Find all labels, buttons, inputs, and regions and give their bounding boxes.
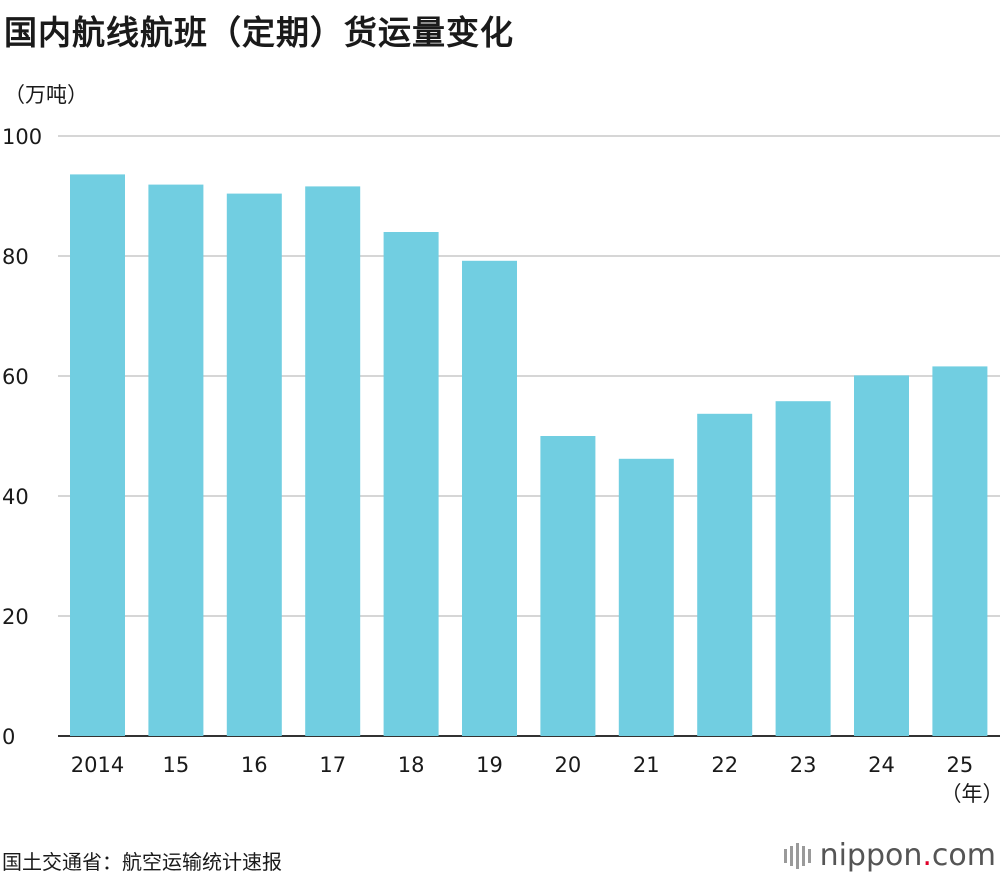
x-axis-unit-label: （年） <box>941 782 1000 806</box>
x-tick-label: 2014 <box>71 753 124 777</box>
bar-16 <box>226 193 282 737</box>
bar-15 <box>148 184 204 737</box>
bar-chart: （万吨） 0 20 40 60 80 100 2014 15 16 17 18 19 20 21 22 23… <box>2 83 1000 806</box>
x-tick-label: 22 <box>711 753 738 777</box>
x-tick-label: 15 <box>163 753 190 777</box>
x-tick-label: 24 <box>868 753 895 777</box>
logo-dot: . <box>922 838 932 873</box>
bars <box>70 174 988 737</box>
x-axis-ticks: 2014 15 16 17 18 19 20 21 22 23 24 25 <box>71 753 973 777</box>
bar-2014 <box>70 174 125 736</box>
x-tick-label: 25 <box>947 753 974 777</box>
y-axis-ticks: 0 20 40 60 80 100 <box>2 125 42 749</box>
x-tick-label: 20 <box>555 753 582 777</box>
x-tick-label: 18 <box>398 753 425 777</box>
y-tick-label: 40 <box>2 485 29 509</box>
y-tick-label: 80 <box>2 245 29 269</box>
x-tick-label: 17 <box>319 753 346 777</box>
bar-24 <box>854 375 909 736</box>
y-tick-label: 20 <box>2 605 29 629</box>
source-note: 国土交通省：航空运输统计速报 <box>2 850 282 874</box>
bar-22 <box>697 413 753 736</box>
logo-tld: com <box>931 838 996 873</box>
bar-21 <box>618 458 674 736</box>
nippon-logo: nippon. com <box>783 838 996 873</box>
gridlines <box>58 135 1000 737</box>
y-tick-label: 60 <box>2 365 29 389</box>
y-axis-unit-label: （万吨） <box>4 83 88 107</box>
bar-17 <box>305 186 361 736</box>
bar-19 <box>462 260 517 736</box>
bar-25 <box>932 366 988 736</box>
bar-20 <box>540 436 596 736</box>
logo-name: nippon <box>819 838 923 873</box>
y-tick-label: 100 <box>2 125 42 149</box>
x-tick-label: 21 <box>633 753 660 777</box>
x-tick-label: 16 <box>241 753 268 777</box>
bar-18 <box>383 232 439 736</box>
x-tick-label: 19 <box>476 753 503 777</box>
x-tick-label: 23 <box>790 753 817 777</box>
y-tick-label: 0 <box>2 725 15 749</box>
chart-title: 国内航线航班（定期）货运量变化 <box>4 13 514 52</box>
bar-23 <box>775 401 831 736</box>
logo-mark-icon <box>783 842 814 869</box>
